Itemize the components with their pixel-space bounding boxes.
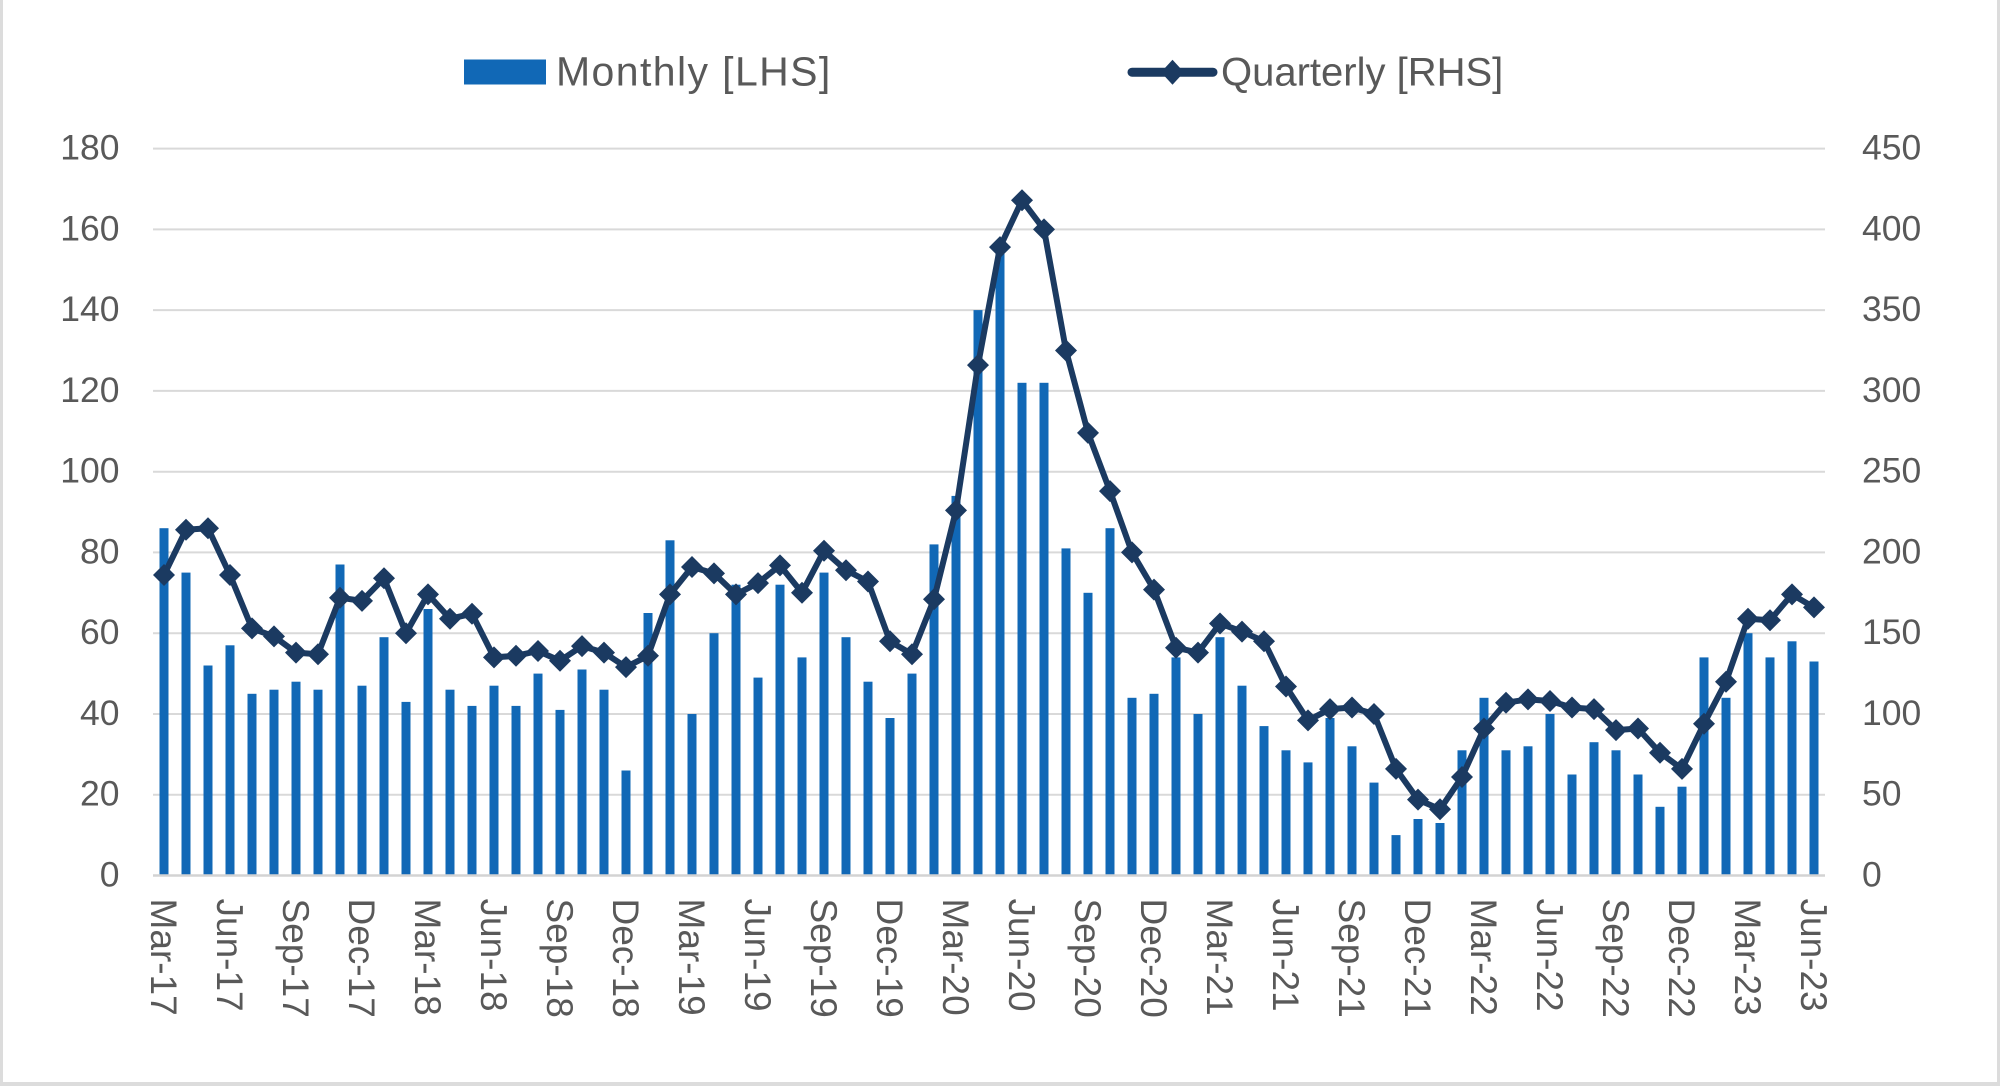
svg-text:Jun-22: Jun-22 <box>1529 899 1570 1012</box>
svg-text:120: 120 <box>60 370 119 410</box>
svg-text:100: 100 <box>60 451 119 491</box>
svg-text:Jun-17: Jun-17 <box>209 899 250 1012</box>
svg-text:Dec-21: Dec-21 <box>1397 899 1438 1018</box>
svg-text:Sep-18: Sep-18 <box>539 899 580 1018</box>
svg-text:Jun-20: Jun-20 <box>1001 899 1042 1012</box>
svg-text:450: 450 <box>1862 128 1921 168</box>
svg-text:150: 150 <box>1862 612 1921 652</box>
svg-text:40: 40 <box>80 693 120 733</box>
svg-text:Jun-19: Jun-19 <box>737 899 778 1012</box>
svg-text:Dec-20: Dec-20 <box>1133 899 1174 1018</box>
svg-text:0: 0 <box>1862 855 1882 895</box>
svg-text:Sep-19: Sep-19 <box>803 899 844 1018</box>
svg-text:Mar-20: Mar-20 <box>935 899 976 1016</box>
svg-text:Dec-19: Dec-19 <box>869 899 910 1018</box>
svg-text:Mar-17: Mar-17 <box>143 899 184 1016</box>
svg-text:100: 100 <box>1862 693 1921 733</box>
svg-text:Sep-20: Sep-20 <box>1067 899 1108 1018</box>
svg-text:Jun-18: Jun-18 <box>473 899 514 1012</box>
svg-text:Jun-23: Jun-23 <box>1793 899 1834 1012</box>
svg-text:Mar-22: Mar-22 <box>1463 899 1504 1016</box>
svg-text:Mar-18: Mar-18 <box>407 899 448 1016</box>
svg-text:180: 180 <box>60 128 119 168</box>
svg-text:50: 50 <box>1862 774 1902 814</box>
svg-text:160: 160 <box>60 208 119 248</box>
svg-text:20: 20 <box>80 774 120 814</box>
svg-text:80: 80 <box>80 531 120 571</box>
svg-text:250: 250 <box>1862 451 1921 491</box>
svg-text:Jun-21: Jun-21 <box>1265 899 1306 1012</box>
svg-text:350: 350 <box>1862 289 1921 329</box>
svg-text:140: 140 <box>60 289 119 329</box>
svg-text:60: 60 <box>80 612 120 652</box>
svg-text:Dec-17: Dec-17 <box>341 899 382 1018</box>
svg-text:0: 0 <box>100 855 120 895</box>
svg-text:Dec-22: Dec-22 <box>1661 899 1702 1018</box>
svg-text:Mar-23: Mar-23 <box>1727 899 1768 1016</box>
svg-text:Sep-17: Sep-17 <box>275 899 316 1018</box>
svg-text:Sep-22: Sep-22 <box>1595 899 1636 1018</box>
svg-text:300: 300 <box>1862 370 1921 410</box>
svg-text:Quarterly [RHS]: Quarterly [RHS] <box>1221 51 1503 95</box>
svg-text:400: 400 <box>1862 208 1921 248</box>
svg-text:Dec-18: Dec-18 <box>605 899 646 1018</box>
svg-text:Sep-21: Sep-21 <box>1331 899 1372 1018</box>
svg-text:Monthly [LHS]: Monthly [LHS] <box>556 49 832 95</box>
svg-text:200: 200 <box>1862 531 1921 571</box>
svg-text:Mar-19: Mar-19 <box>671 899 712 1016</box>
svg-text:Mar-21: Mar-21 <box>1199 899 1240 1016</box>
